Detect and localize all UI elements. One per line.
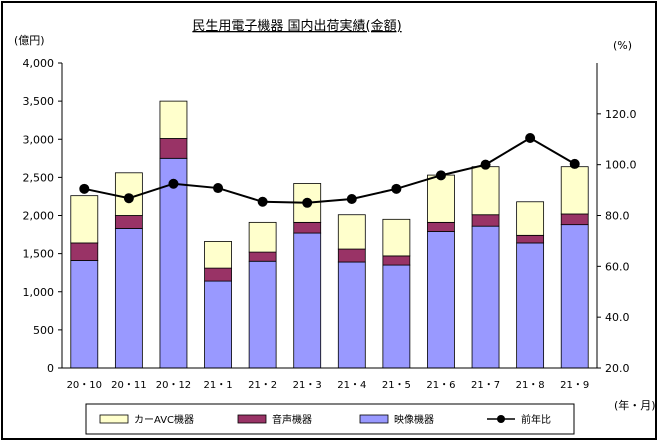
bar-segment <box>204 280 232 369</box>
bar-segment <box>427 231 455 369</box>
right-tick-label: 100.0 <box>605 159 637 172</box>
chart-title: 民生用電子機器 国内出荷実績(金額) <box>192 18 401 34</box>
yoy-point <box>257 196 268 207</box>
legend-label: 映像機器 <box>394 413 434 426</box>
x-tick-label: 20・11 <box>111 380 146 391</box>
x-axis-ticks: 20・10 20・11 20・12 21・1 21・2 21・3 21・4 21・5 21・6 2… <box>67 380 590 391</box>
legend-label: 前年比 <box>521 413 551 426</box>
legend-swatch <box>99 414 129 424</box>
left-tick-label: 2,000 <box>23 210 55 223</box>
x-tick-label: 20・12 <box>156 380 191 391</box>
bar-segment <box>427 221 455 232</box>
bar-segment <box>560 224 589 369</box>
bar-segment <box>159 138 188 159</box>
legend-swatch <box>359 414 389 424</box>
legend-label: 音声機器 <box>272 413 312 426</box>
x-tick-label: 21・9 <box>560 380 589 391</box>
bar-segment <box>70 242 99 261</box>
bar-segment <box>516 201 545 236</box>
bar-segment <box>337 261 366 369</box>
yoy-point <box>569 158 580 169</box>
legend-dot-marker <box>497 415 505 423</box>
right-axis-unit: (%) <box>613 39 632 52</box>
x-tick-label: 21・5 <box>382 380 411 391</box>
x-tick-label: 21・7 <box>471 380 500 391</box>
bar-segment <box>114 228 143 369</box>
bar-segment <box>293 221 322 234</box>
bar-segment <box>248 260 277 369</box>
bar-segment <box>293 232 322 369</box>
x-tick-label: 21・6 <box>426 380 455 391</box>
left-axis-unit: (億円) <box>14 34 45 47</box>
bar-segment <box>204 241 232 269</box>
left-tick-label: 1,000 <box>23 286 55 299</box>
bar-segment <box>560 213 589 226</box>
left-tick-label: 2,500 <box>23 171 55 184</box>
bar-segment <box>114 215 143 229</box>
bar-segment <box>248 221 277 253</box>
bar-segment <box>382 255 411 266</box>
x-tick-label: 21・8 <box>516 380 545 391</box>
bar-segment <box>204 267 232 282</box>
yoy-point <box>346 193 357 204</box>
x-tick-label: 21・3 <box>293 380 322 391</box>
left-tick-label: 4,000 <box>23 57 55 70</box>
left-tick-label: 0 <box>47 362 54 375</box>
left-tick-label: 3,500 <box>23 95 55 108</box>
bar-segment <box>382 264 411 369</box>
yoy-point <box>168 178 179 189</box>
yoy-point <box>123 193 134 204</box>
bar-segment <box>516 242 545 369</box>
bar-segment <box>516 234 545 244</box>
bar-segment <box>159 157 188 369</box>
bar-segment <box>248 251 277 262</box>
yoy-point <box>480 159 491 170</box>
yoy-point <box>391 183 402 194</box>
bar-segment <box>471 225 500 369</box>
bar-segment <box>70 195 99 244</box>
right-tick-label: 80.0 <box>605 210 630 223</box>
right-tick-label: 120.0 <box>605 108 637 121</box>
right-tick-label: 20.0 <box>605 362 630 375</box>
right-tick-label: 60.0 <box>605 260 630 273</box>
x-tick-label: 21・1 <box>203 380 232 391</box>
bar-segment <box>427 174 455 223</box>
legend: カーAVC機器 音声機器 映像機器 前年比 <box>99 413 551 426</box>
line-layer <box>79 132 580 208</box>
left-axis-ticks: 0 500 1,000 1,500 2,000 2,500 3,000 3,500 4,000 <box>23 57 62 375</box>
bar-segment <box>382 218 411 257</box>
yoy-point <box>302 197 313 208</box>
bar-segment <box>337 214 366 250</box>
yoy-point <box>525 132 536 143</box>
yoy-point <box>213 183 224 194</box>
x-tick-label: 21・2 <box>248 380 277 391</box>
left-tick-label: 500 <box>33 324 54 337</box>
left-tick-label: 3,000 <box>23 133 55 146</box>
legend-label: カーAVC機器 <box>134 413 194 426</box>
yoy-point <box>79 183 90 194</box>
right-axis-ticks: 20.0 40.0 60.0 80.0 100.0 120.0 <box>597 108 637 375</box>
x-axis-unit: (年・月) <box>614 398 656 412</box>
bar-segment <box>159 100 188 139</box>
x-tick-label: 21・4 <box>337 380 366 391</box>
legend-swatch <box>237 414 267 424</box>
outer-border <box>1 1 657 440</box>
right-tick-label: 40.0 <box>605 311 630 324</box>
bar-segment <box>337 248 366 263</box>
bar-segment <box>560 166 589 215</box>
bar-segment <box>471 214 500 227</box>
bar-segment <box>70 260 99 369</box>
bar-segment <box>471 166 500 216</box>
yoy-point <box>435 170 446 181</box>
yoy-line <box>84 136 576 204</box>
left-tick-label: 1,500 <box>23 248 55 261</box>
x-tick-label: 20・10 <box>67 380 102 391</box>
